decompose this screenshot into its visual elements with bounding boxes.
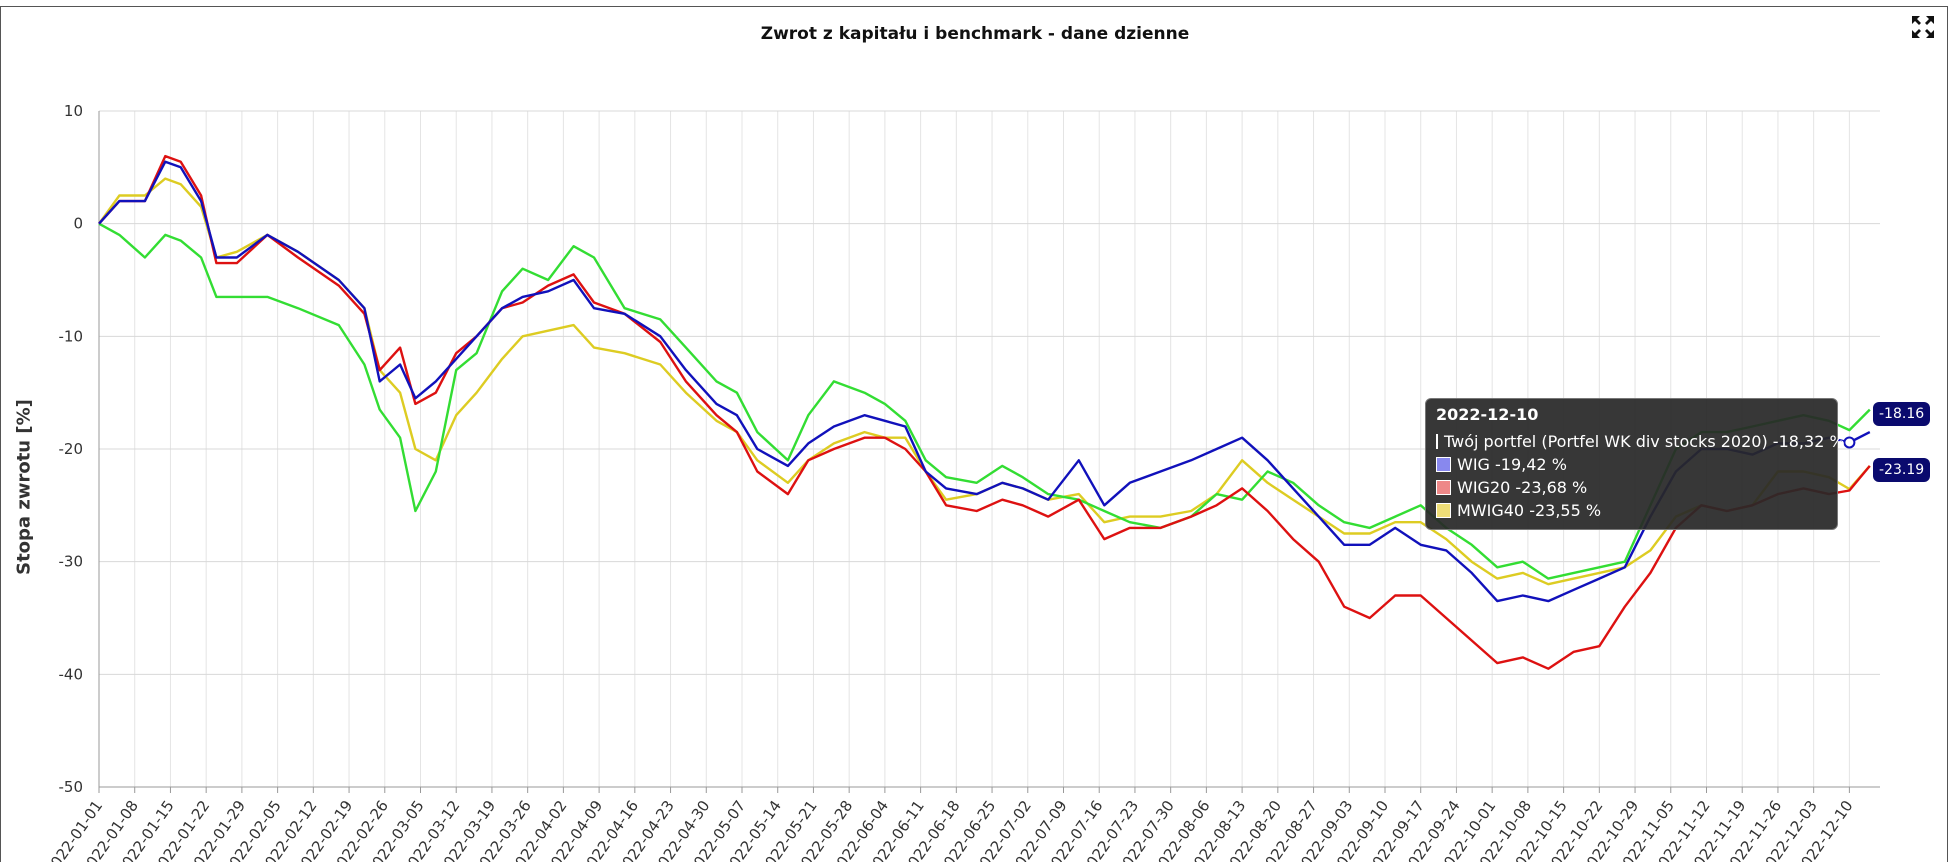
legend-swatch-portfolio [1436,434,1438,449]
legend-swatch-wig [1436,457,1451,472]
chart-title: Zwrot z kapitału i benchmark - dane dzie… [760,24,1190,44]
y-tick-label: 0 [73,215,83,233]
y-tick-label: -20 [59,440,84,458]
series-line-twój [98,222,1871,580]
y-tick-label: -10 [59,327,84,345]
value-badge-wig20: -23.19 [1873,458,1931,482]
expand-icon[interactable] [1912,16,1934,38]
y-tick-label: -30 [59,553,84,571]
y-tick-label: 10 [64,102,83,120]
y-tick-label: -50 [59,778,84,796]
y-tick-label: -40 [59,665,84,683]
chart-frame [0,6,1948,862]
tooltip-date: 2022-12-10 [1436,405,1539,424]
tooltip: 2022-12-10 Twój portfel (Portfel WK div … [1425,398,1845,530]
value-badge-portfolio: -18.16 [1873,402,1931,426]
legend-swatch-mwig40 [1436,503,1451,518]
tooltip-row-wig20: WIG20 -23,68 % [1436,476,1827,499]
tooltip-row-wig: WIG -19,42 % [1436,453,1827,476]
tooltip-label: MWIG40 -23,55 % [1457,501,1602,520]
tooltip-row-mwig40: MWIG40 -23,55 % [1436,499,1827,522]
hover-marker [1843,436,1856,449]
tooltip-label: WIG -19,42 % [1457,455,1567,474]
tooltip-row-portfolio: Twój portfel (Portfel WK div stocks 2020… [1436,430,1845,453]
tooltip-label: Twój portfel (Portfel WK div stocks 2020… [1444,432,1845,451]
series-line-wig [98,160,1871,603]
series-line-wig20 [98,154,1871,670]
tooltip-label: WIG20 -23,68 % [1457,478,1588,497]
legend-swatch-wig20 [1436,480,1451,495]
